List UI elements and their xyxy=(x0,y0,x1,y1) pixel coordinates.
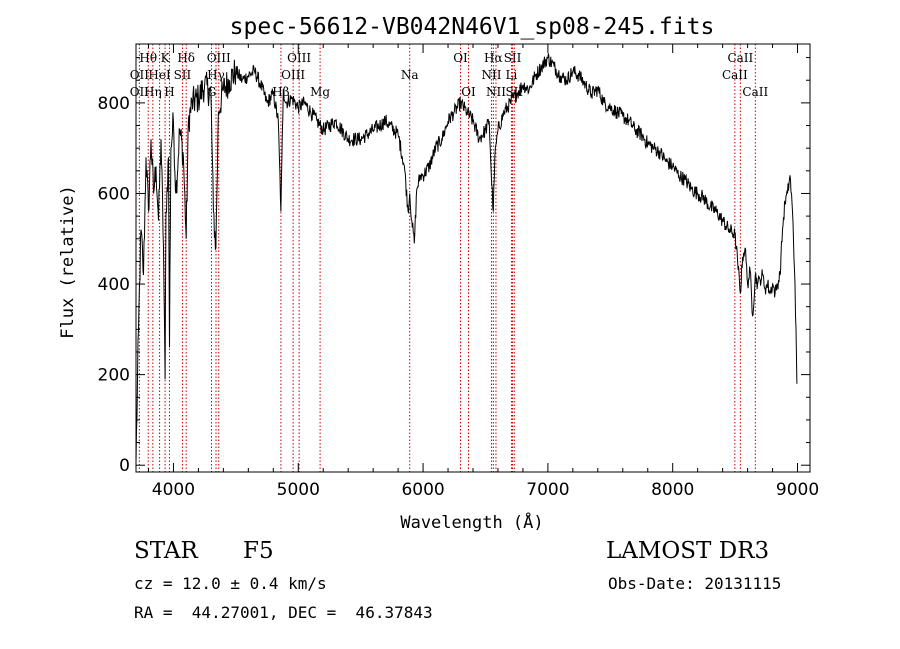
line-label: K xyxy=(161,51,171,65)
line-label: Hγ xyxy=(207,68,225,82)
line-label: HeI xyxy=(148,68,171,82)
line-label: OIII xyxy=(287,51,311,65)
line-label: NII xyxy=(486,85,506,99)
line-label: Mg xyxy=(310,85,330,99)
line-label: CaII xyxy=(722,68,748,82)
line-label: Li xyxy=(506,68,518,82)
line-label: Hη xyxy=(144,85,162,99)
line-label: NII xyxy=(481,68,501,82)
line-label: OIII xyxy=(281,68,305,82)
chart-title: spec-56612-VB042N46V1_sp08-245.fits xyxy=(230,14,715,40)
x-tick-label: 8000 xyxy=(651,480,694,500)
line-label: SII xyxy=(174,68,192,82)
y-tick-label: 200 xyxy=(98,366,130,386)
x-tick-label: 4000 xyxy=(152,480,195,500)
survey-name: LAMOST DR3 xyxy=(606,538,770,564)
y-tick-label: 0 xyxy=(119,456,130,476)
line-label: Hβ xyxy=(272,85,289,99)
y-tick-label: 400 xyxy=(98,275,130,295)
spectrum-line xyxy=(135,53,798,463)
line-label: Hα xyxy=(484,51,503,65)
y-tick-label: 600 xyxy=(98,184,130,204)
redshift-text: cz = 12.0 ± 0.4 km/s xyxy=(134,574,327,593)
x-tick-label: 7000 xyxy=(526,480,569,500)
y-axis-label: Flux (relative) xyxy=(58,185,78,339)
line-label: CaII xyxy=(742,85,768,99)
line-marker-layer xyxy=(138,44,756,472)
line-label: OI xyxy=(461,85,476,99)
line-label: G xyxy=(207,85,217,99)
object-type: STAR xyxy=(134,538,198,564)
plot-frame xyxy=(135,43,811,473)
line-label: CaII xyxy=(727,51,753,65)
line-label: H xyxy=(164,85,174,99)
line-label: Na xyxy=(401,68,419,82)
line-label: Hδ xyxy=(177,51,195,65)
spectral-subclass: F5 xyxy=(243,538,274,564)
x-tick-label: 9000 xyxy=(776,480,819,500)
x-axis-label: Wavelength (Å) xyxy=(400,511,543,533)
line-label: OII xyxy=(130,68,150,82)
y-tick-label: 800 xyxy=(98,94,130,114)
x-tick-label: 5000 xyxy=(277,480,320,500)
obs-date: Obs-Date: 20131115 xyxy=(608,574,782,593)
line-label: SII xyxy=(504,51,522,65)
x-tick-label: 6000 xyxy=(401,480,444,500)
line-label: Hθ xyxy=(139,51,157,65)
axis-layer: 4000 5000 6000 7000 8000 9000 0 200 400 600 800 xyxy=(98,44,819,500)
line-label: OIII xyxy=(207,51,231,65)
line-label: OI xyxy=(453,51,468,65)
coordinates: RA = 44.27001, DEC = 46.37843 xyxy=(134,603,433,622)
line-label: OII xyxy=(130,85,150,99)
